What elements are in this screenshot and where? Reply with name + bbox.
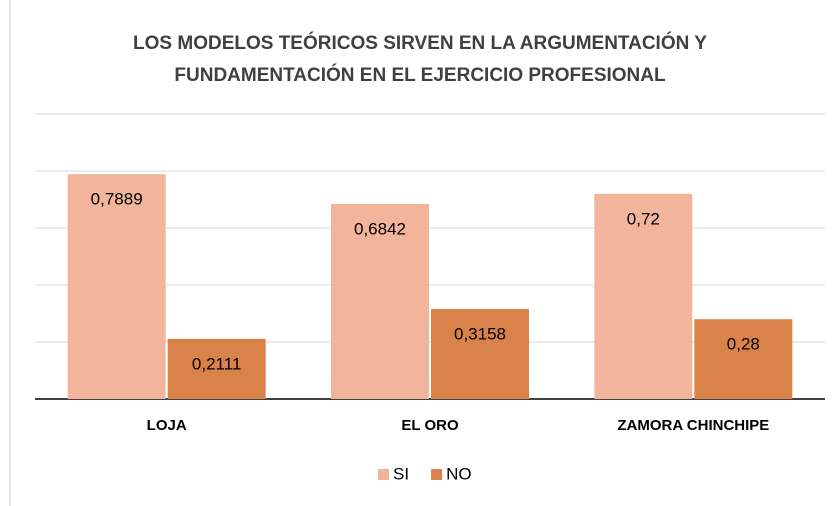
legend-swatch [431, 469, 443, 480]
x-tick-label: ZAMORA CHINCHIPE [617, 417, 769, 434]
bar [167, 338, 266, 399]
legend-label: NO [446, 464, 472, 483]
bar [331, 204, 429, 399]
legend-swatch [378, 469, 389, 480]
data-label: 0,7889 [91, 190, 143, 209]
x-tick-label: EL ORO [401, 417, 459, 434]
data-label: 0,6842 [354, 219, 406, 238]
data-label: 0,3158 [454, 324, 506, 343]
data-label: 0,28 [727, 335, 760, 354]
chart-title: LOS MODELOS TEÓRICOS SIRVEN EN LA ARGUME… [133, 33, 707, 86]
bar [694, 319, 793, 399]
bar [67, 174, 166, 399]
bar [431, 308, 529, 399]
x-tick-label: LOJA [147, 417, 187, 434]
data-label: 0,2111 [192, 354, 241, 373]
bar [594, 193, 693, 399]
data-label: 0,72 [627, 209, 660, 228]
legend-label: SI [393, 464, 409, 483]
